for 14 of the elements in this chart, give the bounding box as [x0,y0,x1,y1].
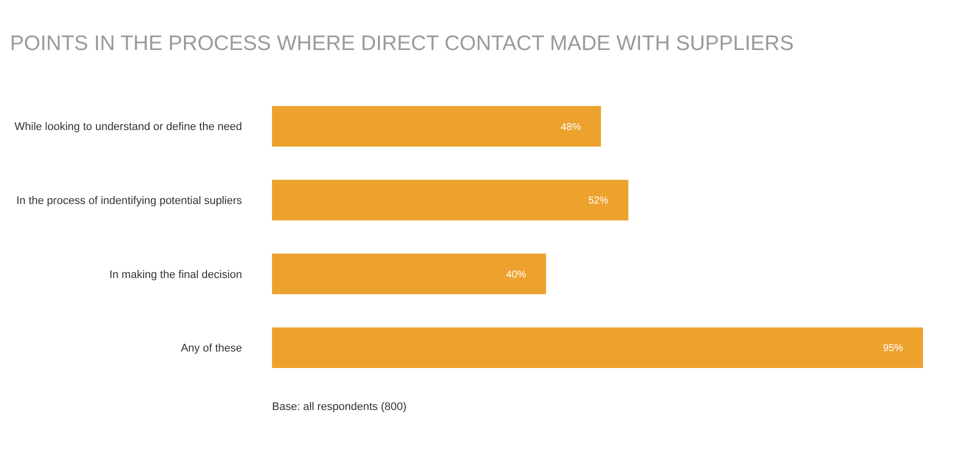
data-label: 95% [882,343,904,354]
text: Base: all respondents (800) [272,401,407,413]
y-tick-label: While looking to understand or define the need [14,121,242,134]
bar [272,180,628,220]
bar [272,327,923,368]
data-label: 52% [588,196,608,207]
y-tick-label: Any of these [180,342,242,355]
data-label: 48% [560,122,582,133]
data-label: 40% [506,269,526,280]
bar [272,254,546,294]
y-tick-label: In making the final decision [109,268,242,281]
y-tick-label: In the process of indentifying potential supliers [16,194,242,207]
chart-title: POINTS IN THE PROCESS WHERE DIRECT CONTACT MADE WITH SUPPLIERS [10,32,794,55]
bar [272,106,601,147]
